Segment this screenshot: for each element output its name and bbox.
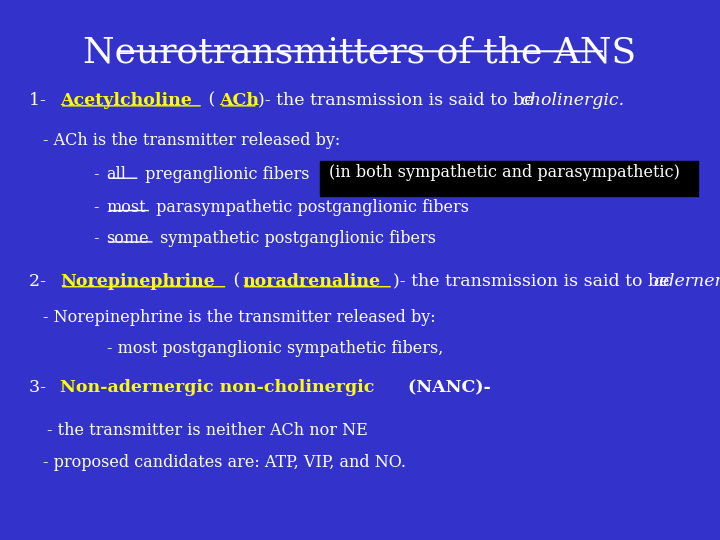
Text: (NANC)-: (NANC)- — [402, 379, 490, 396]
Text: (: ( — [228, 273, 240, 289]
Text: Neurotransmitters of the ANS: Neurotransmitters of the ANS — [84, 35, 636, 69]
Text: )- the transmission is said to be: )- the transmission is said to be — [393, 273, 675, 289]
Text: sympathetic postganglionic fibers: sympathetic postganglionic fibers — [155, 230, 436, 247]
Text: noradrenaline: noradrenaline — [242, 273, 380, 289]
Text: 1-: 1- — [29, 92, 51, 109]
Text: Non-adernergic non-cholinergic: Non-adernergic non-cholinergic — [60, 379, 374, 396]
Text: most: most — [107, 199, 146, 215]
Text: cholinergic.: cholinergic. — [521, 92, 625, 109]
FancyBboxPatch shape — [320, 161, 698, 196]
Text: -: - — [94, 199, 104, 215]
Text: preganglionic fibers: preganglionic fibers — [140, 166, 309, 183]
Text: - Norepinephrine is the transmitter released by:: - Norepinephrine is the transmitter rele… — [43, 309, 436, 326]
Text: ACh: ACh — [220, 92, 260, 109]
Text: )- the transmission is said to be: )- the transmission is said to be — [258, 92, 539, 109]
Text: all: all — [107, 166, 127, 183]
Text: some: some — [107, 230, 149, 247]
Text: Acetylcholine: Acetylcholine — [60, 92, 192, 109]
Text: 2-: 2- — [29, 273, 51, 289]
Text: - the transmitter is neither ACh nor NE: - the transmitter is neither ACh nor NE — [47, 422, 367, 439]
Text: -: - — [94, 230, 104, 247]
Text: -: - — [94, 166, 104, 183]
Text: parasympathetic postganglionic fibers: parasympathetic postganglionic fibers — [151, 199, 469, 215]
Text: (: ( — [203, 92, 215, 109]
Text: adernergic.: adernergic. — [654, 273, 720, 289]
Text: 3-: 3- — [29, 379, 51, 396]
Text: Norepinephrine: Norepinephrine — [60, 273, 215, 289]
Text: - ACh is the transmitter released by:: - ACh is the transmitter released by: — [43, 132, 341, 149]
Text: (in both sympathetic and parasympathetic): (in both sympathetic and parasympathetic… — [329, 164, 680, 180]
Text: - proposed candidates are: ATP, VIP, and NO.: - proposed candidates are: ATP, VIP, and… — [43, 454, 406, 470]
Text: - most postganglionic sympathetic fibers,: - most postganglionic sympathetic fibers… — [107, 340, 443, 357]
